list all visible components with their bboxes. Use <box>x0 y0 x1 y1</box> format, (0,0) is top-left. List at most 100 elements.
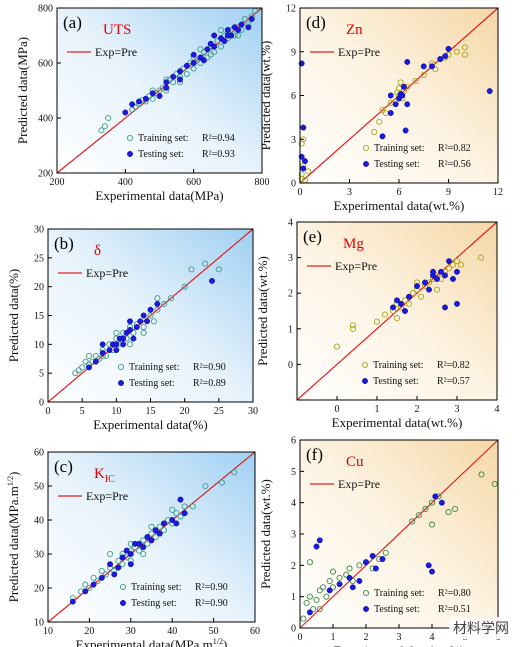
training-point <box>82 581 89 588</box>
training-point <box>148 530 155 537</box>
training-point <box>169 506 176 513</box>
testing-point <box>426 286 432 293</box>
training-point <box>144 540 151 547</box>
x-tick-label: 30 <box>248 406 258 417</box>
exp-pre-line <box>47 228 254 403</box>
testing-point <box>445 45 452 52</box>
testing-point <box>170 73 177 80</box>
training-point <box>323 593 330 600</box>
legend-line-label: Exp=Pre <box>95 45 137 59</box>
testing-point <box>406 293 412 300</box>
x-tick-label: 10 <box>43 626 53 637</box>
training-point <box>303 599 310 606</box>
testing-point <box>156 93 163 99</box>
training-point <box>160 527 167 534</box>
y-tick-label: 20 <box>34 584 44 595</box>
testing-point <box>402 308 408 314</box>
training-point <box>140 329 147 336</box>
y-tick-label: 0 <box>288 360 293 371</box>
testing-point <box>127 561 134 568</box>
panel-c: 10 20 30 40 50 60 10 20 30 40 50 60 Experimental dat… <box>6 448 260 647</box>
legend-testing-r2: R²=0.89 <box>193 378 226 389</box>
y-tick-label: 0 <box>291 179 296 190</box>
x-tick-label: 2 <box>415 404 420 415</box>
testing-point <box>119 554 126 561</box>
legend-training-label: Training set: <box>374 588 424 599</box>
legend-training-marker <box>362 589 370 597</box>
panel-label: (c) <box>54 457 73 476</box>
testing-point <box>92 358 99 365</box>
x-tick-label: 0 <box>335 404 340 415</box>
training-point <box>453 258 461 265</box>
training-point <box>376 118 383 125</box>
training-point <box>202 482 209 490</box>
panel-f: 01234560123456Experimental data(wt.%)Pre… <box>258 436 501 647</box>
testing-point <box>113 341 120 348</box>
x-tick-label: 3 <box>397 632 402 643</box>
training-point <box>161 300 168 308</box>
training-point <box>415 512 422 519</box>
testing-point <box>173 520 180 527</box>
legend-testing-label: Testing set: <box>138 149 184 160</box>
testing-point <box>300 165 307 172</box>
y-axis-label: Predicted data(wt.%) <box>258 479 273 589</box>
y-tick-label: 600 <box>38 59 53 70</box>
training-point <box>417 293 425 300</box>
training-point <box>343 571 350 578</box>
x-tick-label: 3 <box>455 404 460 415</box>
testing-point <box>486 88 493 95</box>
testing-point <box>446 258 452 265</box>
exp-pre-line <box>299 439 499 629</box>
panel-label: (b) <box>54 234 74 253</box>
testing-point <box>302 158 308 165</box>
testing-point <box>401 83 407 90</box>
x-tick-label: 12 <box>493 187 503 198</box>
x-tick-label: 0 <box>298 632 303 643</box>
testing-point <box>144 318 151 325</box>
y-tick-label: 40 <box>34 516 44 527</box>
legend-line-label: Exp=Pre <box>338 477 380 491</box>
panel-title: Mg <box>343 236 364 252</box>
testing-point <box>336 581 343 588</box>
testing-point <box>137 318 144 325</box>
training-point <box>306 559 313 566</box>
legend-testing-marker <box>118 380 124 386</box>
testing-point <box>200 57 207 64</box>
testing-point <box>136 98 142 105</box>
training-point <box>329 584 337 591</box>
testing-point <box>69 598 76 605</box>
y-tick-label: 0 <box>39 398 44 409</box>
legend-training-marker <box>119 583 127 591</box>
testing-point <box>115 564 122 571</box>
training-point <box>320 584 327 591</box>
testing-point <box>454 268 460 275</box>
testing-point <box>235 27 242 33</box>
x-tick-label: 200 <box>50 177 65 188</box>
x-tick-label: 2 <box>364 632 369 643</box>
training-point <box>85 352 93 359</box>
x-axis-label: Experimental data(%) <box>93 417 207 432</box>
panel-title: δ <box>94 243 101 259</box>
training-point <box>445 509 452 516</box>
training-point <box>215 266 222 273</box>
testing-point <box>163 79 170 86</box>
training-point <box>154 306 161 313</box>
testing-point <box>211 43 218 50</box>
training-point <box>349 322 357 329</box>
testing-point <box>142 95 149 102</box>
training-point <box>113 329 120 336</box>
testing-point <box>392 101 399 108</box>
testing-point <box>404 101 411 108</box>
testing-point <box>149 90 156 97</box>
y-tick-label: 4 <box>288 218 293 229</box>
plot-frame <box>47 451 256 623</box>
y-tick-label: 6 <box>291 91 296 102</box>
training-point <box>428 521 436 528</box>
legend-training-label: Training set: <box>129 362 179 373</box>
legend-training-label: Training set: <box>138 133 188 144</box>
y-tick-label: 10 <box>34 340 44 351</box>
testing-point <box>190 51 197 58</box>
x-tick-label: 50 <box>209 626 219 637</box>
training-point <box>409 290 417 297</box>
